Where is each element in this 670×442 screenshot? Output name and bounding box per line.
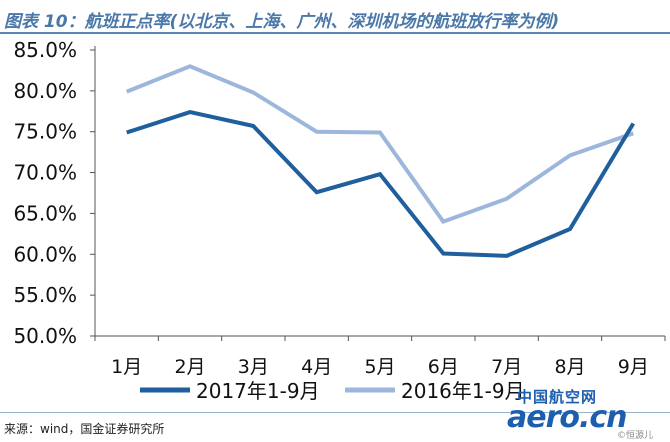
chart-title: 图表 10：航班正点率(以北京、上海、广州、深圳机场的航班放行率为例) (4, 12, 560, 32)
series-line-0 (126, 110, 636, 258)
x-tick-label: 5月 (364, 356, 395, 378)
logo-main-text: aero.cn (507, 400, 628, 435)
legend-label-1: 2016年1-9月 (401, 379, 525, 403)
y-tick-label: 65.0% (13, 201, 77, 225)
chart-footer: 来源：wind，国金证券研究所 (0, 412, 670, 442)
x-tick-label: 9月 (618, 356, 649, 378)
x-tick-label: 4月 (301, 356, 332, 378)
x-tick-label: 1月 (111, 356, 142, 378)
x-tick-label: 2月 (174, 356, 205, 378)
y-tick-label: 80.0% (13, 79, 77, 103)
y-tick-label: 75.0% (13, 120, 77, 144)
y-tick-label: 85.0% (13, 38, 77, 62)
y-tick-label: 60.0% (13, 242, 77, 266)
x-tick-label: 3月 (238, 356, 269, 378)
y-tick-label: 70.0% (13, 161, 77, 185)
logo-cn-text: 中国航空网 (517, 388, 598, 406)
line-chart: 50.0% 55.0% 60.0% 65.0% 70.0% 75.0% 80.0% 85.0%… (13, 38, 666, 403)
y-tick-label: 55.0% (13, 283, 77, 307)
x-tick-label: 6月 (428, 356, 459, 378)
series-line-1 (125, 64, 634, 224)
chart-header: 图表 10：航班正点率(以北京、上海、广州、深圳机场的航班放行率为例) (0, 0, 670, 34)
source-note: 来源：wind，国金证券研究所 (4, 422, 165, 436)
watermark-logo: 中国航空网 aero.cn ©恒源儿 (505, 386, 670, 442)
x-tick-label: 8月 (554, 356, 585, 378)
logo-sub-text: ©恒源儿 (617, 431, 654, 441)
x-tick-label: 7月 (491, 356, 522, 378)
legend-label-0: 2017年1-9月 (196, 379, 320, 403)
y-tick-label: 50.0% (13, 324, 77, 348)
